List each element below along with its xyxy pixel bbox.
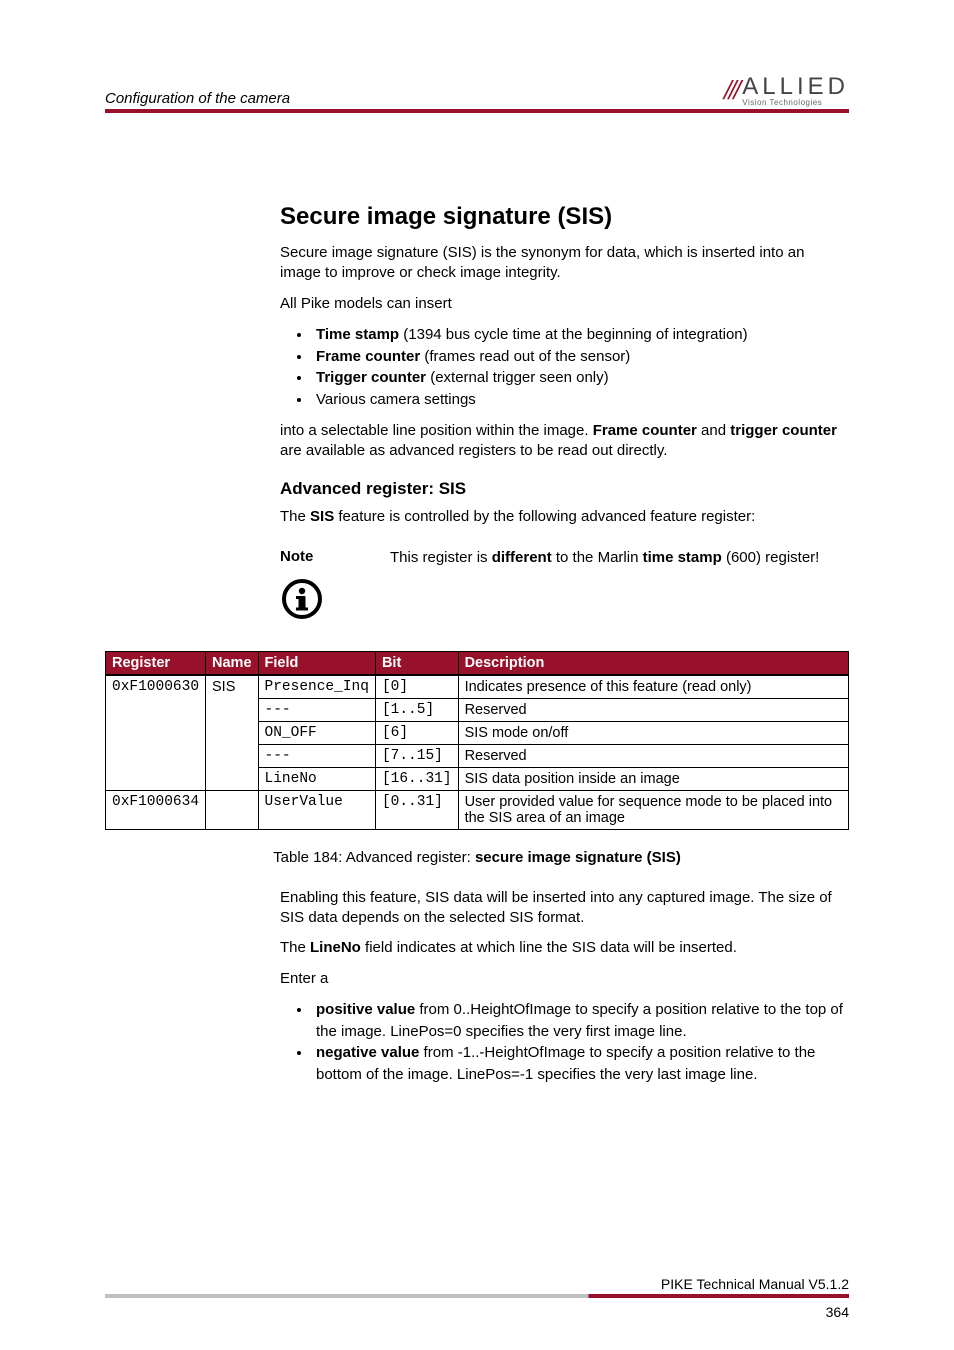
page-footer: PIKE Technical Manual V5.1.2 364 xyxy=(105,1276,849,1320)
after-paragraph-3: Enter a xyxy=(280,969,849,989)
cell-name xyxy=(206,790,259,829)
main-content: Secure image signature (SIS) Secure imag… xyxy=(280,203,849,1086)
note-block: Note This register is different to the M… xyxy=(280,548,849,621)
cell-register: 0xF1000630 xyxy=(106,675,206,791)
cell-bit: [6] xyxy=(375,721,458,744)
cell-field: --- xyxy=(258,744,375,767)
logo-main-text: ALLIED xyxy=(742,75,849,99)
list-item: negative value from -1..-HeightOfImage t… xyxy=(312,1042,849,1086)
info-icon xyxy=(280,577,350,621)
intro-paragraph-3: into a selectable line position within t… xyxy=(280,421,849,462)
list-item: Frame counter (frames read out of the se… xyxy=(312,346,849,368)
footer-doc-title: PIKE Technical Manual V5.1.2 xyxy=(661,1276,849,1292)
after-paragraph-1: Enabling this feature, SIS data will be … xyxy=(280,888,849,929)
cell-description: Indicates presence of this feature (read… xyxy=(458,675,848,699)
footer-rule xyxy=(105,1294,849,1298)
list-item: Various camera settings xyxy=(312,389,849,411)
table-row: 0xF1000634 UserValue[0..31]User provided … xyxy=(106,790,849,829)
insert-list: Time stamp (1394 bus cycle time at the b… xyxy=(312,324,849,411)
table-header-cell: Bit xyxy=(375,651,458,675)
footer-page-number: 364 xyxy=(826,1304,849,1320)
cell-bit: [16..31] xyxy=(375,767,458,790)
value-list: positive value from 0..HeightOfImage to … xyxy=(312,999,849,1086)
table-row: 0xF1000630SISPresence_Inq[0]Indicates pr… xyxy=(106,675,849,699)
subsection-title: Advanced register: SIS xyxy=(280,479,849,499)
cell-name: SIS xyxy=(206,675,259,791)
cell-field: UserValue xyxy=(258,790,375,829)
cell-register: 0xF1000634 xyxy=(106,790,206,829)
table-header-cell: Description xyxy=(458,651,848,675)
after-paragraph-2: The LineNo field indicates at which line… xyxy=(280,938,849,958)
list-item: Trigger counter (external trigger seen o… xyxy=(312,367,849,389)
intro-paragraph-2: All Pike models can insert xyxy=(280,294,849,314)
list-item: Time stamp (1394 bus cycle time at the b… xyxy=(312,324,849,346)
cell-field: ON_OFF xyxy=(258,721,375,744)
cell-field: LineNo xyxy=(258,767,375,790)
cell-bit: [7..15] xyxy=(375,744,458,767)
header-chapter-title: Configuration of the camera xyxy=(105,90,290,107)
note-label: Note xyxy=(280,548,350,565)
list-item: positive value from 0..HeightOfImage to … xyxy=(312,999,849,1043)
logo-sub-text: Vision Technologies xyxy=(742,99,849,107)
header-rule xyxy=(105,109,849,113)
cell-bit: [0] xyxy=(375,675,458,699)
table-caption: Table 184: Advanced register: secure ima… xyxy=(105,848,849,868)
table-header-cell: Field xyxy=(258,651,375,675)
cell-description: Reserved xyxy=(458,744,848,767)
subsection-paragraph: The SIS feature is controlled by the fol… xyxy=(280,507,849,527)
section-title: Secure image signature (SIS) xyxy=(280,203,849,231)
cell-bit: [1..5] xyxy=(375,698,458,721)
intro-paragraph-1: Secure image signature (SIS) is the syno… xyxy=(280,243,849,284)
cell-description: User provided value for sequence mode to… xyxy=(458,790,848,829)
logo: /// ALLIED Vision Technologies xyxy=(724,75,849,107)
cell-description: SIS mode on/off xyxy=(458,721,848,744)
page-header: Configuration of the camera /// ALLIED V… xyxy=(105,75,849,107)
cell-description: Reserved xyxy=(458,698,848,721)
table-header-cell: Name xyxy=(206,651,259,675)
cell-description: SIS data position inside an image xyxy=(458,767,848,790)
logo-mark-icon: /// xyxy=(724,75,738,107)
cell-bit: [0..31] xyxy=(375,790,458,829)
cell-field: Presence_Inq xyxy=(258,675,375,699)
note-body: This register is different to the Marlin… xyxy=(390,548,819,621)
cell-field: --- xyxy=(258,698,375,721)
table-header-cell: Register xyxy=(106,651,206,675)
register-table: RegisterNameFieldBitDescription 0xF10006… xyxy=(105,651,849,830)
